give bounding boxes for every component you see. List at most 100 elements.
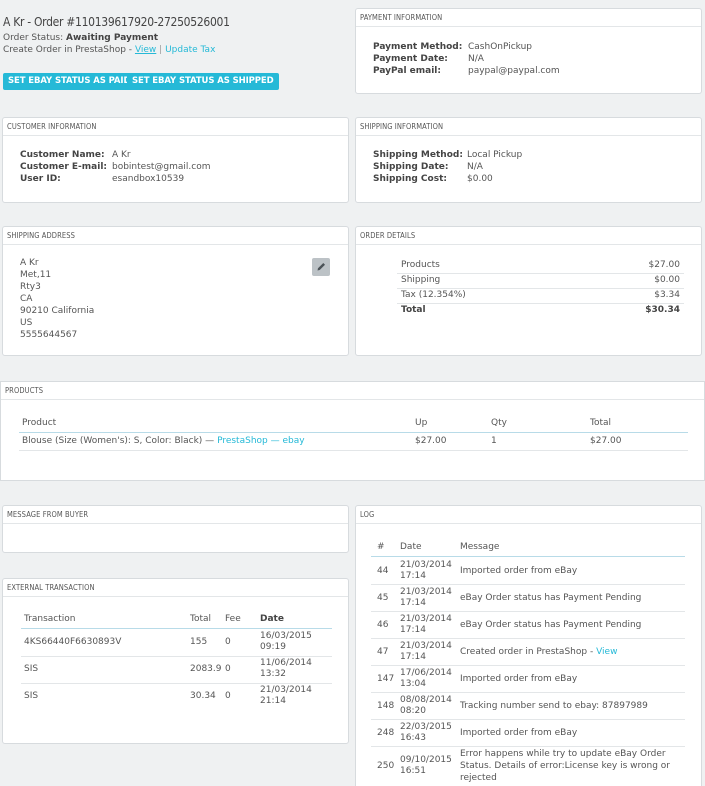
log-row-message: Created order in PrestaShop - View	[460, 647, 617, 657]
log-view-order-link[interactable]: View	[596, 647, 618, 657]
set-ebay-status-shipped-button[interactable]: SET EBAY STATUS AS SHIPPED	[127, 73, 279, 90]
log-header-num: #	[377, 542, 385, 552]
log-row-num: 248	[377, 728, 395, 738]
order-detail-products-label: Products	[401, 260, 440, 270]
log-row-message-line: Status. Details of error:License key is …	[460, 761, 670, 771]
log-row-message-line: Error happens while try to update eBay O…	[460, 749, 666, 759]
log-title: LOG	[356, 506, 701, 524]
product-up-price: $27.00	[415, 436, 447, 446]
divider	[19, 450, 688, 451]
transaction-date: 11/06/2014	[260, 658, 312, 668]
log-row-time: 17:14	[400, 652, 426, 662]
order-details-title: ORDER DETAILS	[356, 227, 701, 245]
divider	[371, 611, 685, 612]
log-row-message: eBay Order status has Payment Pending	[460, 620, 642, 630]
log-row-date: 21/03/2014	[400, 614, 452, 624]
address-line: 90210 California	[20, 306, 95, 316]
log-row-date: 17/06/2014	[400, 668, 452, 678]
transaction-fee: 0	[225, 664, 231, 674]
log-row-message-line: rejected	[460, 773, 497, 783]
order-detail-total-value: $30.34	[645, 305, 680, 315]
log-row-date: 21/03/2014	[400, 587, 452, 597]
order-detail-products-value: $27.00	[648, 260, 681, 270]
divider	[371, 665, 685, 666]
divider	[21, 656, 332, 657]
transaction-time: 21:14	[260, 696, 286, 706]
transaction-date: 21/03/2014	[260, 685, 312, 695]
customer-information-panel: CUSTOMER INFORMATION Customer Name: A Kr…	[2, 117, 349, 203]
transaction-date: 16/03/2015	[260, 631, 312, 641]
log-row-message: Imported order from eBay	[460, 674, 578, 684]
divider	[371, 584, 685, 585]
payment-method-value: CashOnPickup	[468, 42, 533, 52]
divider	[371, 746, 685, 747]
customer-email-value: bobintest@gmail.com	[112, 162, 211, 172]
log-row-date: 21/03/2014	[400, 560, 452, 570]
external-header-total: Total	[190, 614, 212, 624]
log-row-num: 250	[377, 761, 395, 771]
address-line: Rty3	[20, 282, 41, 292]
log-row-message-text: Created order in PrestaShop -	[460, 647, 594, 657]
log-row-time: 17:14	[400, 598, 426, 608]
view-order-link[interactable]: View	[134, 45, 157, 55]
log-panel: LOG # Date Message 44 21/03/2014 17:14 I…	[355, 505, 702, 786]
divider	[371, 719, 685, 720]
shipping-information-panel: SHIPPING INFORMATION Shipping Method: Lo…	[355, 117, 702, 203]
update-tax-link[interactable]: Update Tax	[165, 45, 216, 55]
transaction-id: 4KS66440F6630893V	[24, 637, 122, 647]
order-details-panel: ORDER DETAILS Products $27.00 Shipping $…	[355, 226, 702, 356]
address-line: US	[20, 318, 33, 328]
log-row-date: 22/03/2015	[400, 722, 452, 732]
log-row-num: 148	[377, 701, 395, 711]
external-header-divider	[21, 628, 332, 629]
log-row-num: 46	[377, 620, 389, 630]
log-row-num: 147	[377, 674, 395, 684]
log-row-num: 47	[377, 647, 389, 657]
external-transaction-panel: EXTERNAL TRANSACTION Transaction Total F…	[2, 578, 349, 744]
payment-method-label: Payment Method:	[373, 42, 463, 52]
log-row-num: 45	[377, 593, 389, 603]
log-header-date: Date	[400, 542, 422, 552]
shipping-date-value: N/A	[467, 162, 483, 172]
paypal-email-value: paypal@paypal.com	[468, 66, 560, 76]
link-separator: |	[159, 45, 163, 55]
products-header-product: Product	[22, 418, 57, 428]
product-ebay-link[interactable]: ebay	[282, 436, 305, 446]
shipping-date-label: Shipping Date:	[373, 162, 449, 172]
divider	[397, 303, 684, 304]
order-detail-shipping-label: Shipping	[401, 275, 441, 285]
products-header-total: Total	[590, 418, 612, 428]
product-qty: 1	[491, 436, 497, 446]
order-status: Order Status: Awaiting Payment	[3, 33, 158, 43]
transaction-total: 155	[190, 637, 208, 647]
set-ebay-status-paid-button[interactable]: SET EBAY STATUS AS PAID	[3, 73, 136, 90]
transaction-id: SIS	[24, 691, 39, 701]
products-title: PRODUCTS	[1, 382, 704, 400]
order-detail-total-label: Total	[401, 305, 426, 315]
transaction-time: 13:32	[260, 669, 286, 679]
table-row: Blouse (Size (Women's): S, Color: Black)…	[22, 436, 305, 446]
product-name: Blouse (Size (Women's): S, Color: Black)…	[22, 436, 215, 446]
order-title: A Kr - Order #110139617920-27250526001	[3, 15, 230, 29]
product-prestashop-link[interactable]: PrestaShop	[217, 436, 268, 446]
log-header-divider	[371, 556, 685, 557]
log-row-date: 08/08/2014	[400, 695, 452, 705]
payment-date-value: N/A	[468, 54, 484, 64]
divider	[371, 692, 685, 693]
shipping-cost-label: Shipping Cost:	[373, 174, 447, 184]
transaction-total: 30.34	[190, 691, 216, 701]
log-row-date: 21/03/2014	[400, 641, 452, 651]
divider	[371, 638, 685, 639]
address-line: 5555644567	[20, 330, 78, 340]
log-row-date: 09/10/2015	[400, 755, 452, 765]
order-detail-tax-value: $3.34	[654, 290, 680, 300]
order-status-value: Awaiting Payment	[66, 33, 159, 43]
shipping-method-value: Local Pickup	[467, 150, 523, 160]
shipping-address-title: SHIPPING ADDRESS	[3, 227, 348, 245]
address-line: A Kr	[20, 258, 39, 268]
products-header-up: Up	[415, 418, 428, 428]
customer-email-label: Customer E-mail:	[20, 162, 108, 172]
edit-address-button[interactable]	[312, 258, 330, 276]
address-line: Met,11	[20, 270, 52, 280]
shipping-cost-value: $0.00	[467, 174, 493, 184]
